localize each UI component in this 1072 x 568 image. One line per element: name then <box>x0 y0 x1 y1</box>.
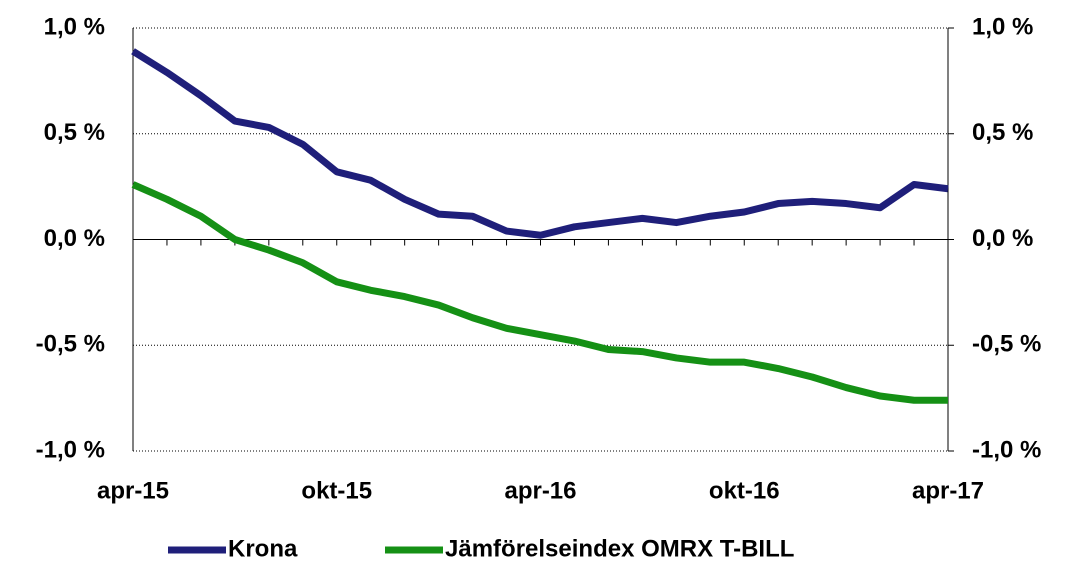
x-tick-label: apr-17 <box>912 477 984 504</box>
legend-label: Jämförelseindex OMRX T-BILL <box>445 535 794 562</box>
y2-tick-label: 0,0 % <box>972 225 1033 252</box>
y2-tick-label: 0,5 % <box>972 119 1033 146</box>
y-tick-label: -0,5 % <box>36 331 105 358</box>
x-tick-label: apr-15 <box>97 477 169 504</box>
line-series <box>131 48 949 239</box>
y-tick-label: -1,0 % <box>36 436 105 463</box>
x-tick-label: okt-15 <box>301 477 372 504</box>
legend-label: Krona <box>228 535 298 562</box>
y-tick-label: 0,5 % <box>44 119 105 146</box>
line-series <box>131 181 948 404</box>
x-tick-label: okt-16 <box>709 477 780 504</box>
y2-tick-label: -1,0 % <box>972 436 1041 463</box>
y-tick-label: 1,0 % <box>44 13 105 40</box>
y2-tick-label: 1,0 % <box>972 13 1033 40</box>
y-tick-label: 0,0 % <box>44 225 105 252</box>
y2-tick-label: -0,5 % <box>972 331 1041 358</box>
x-tick-label: apr-16 <box>504 477 576 504</box>
